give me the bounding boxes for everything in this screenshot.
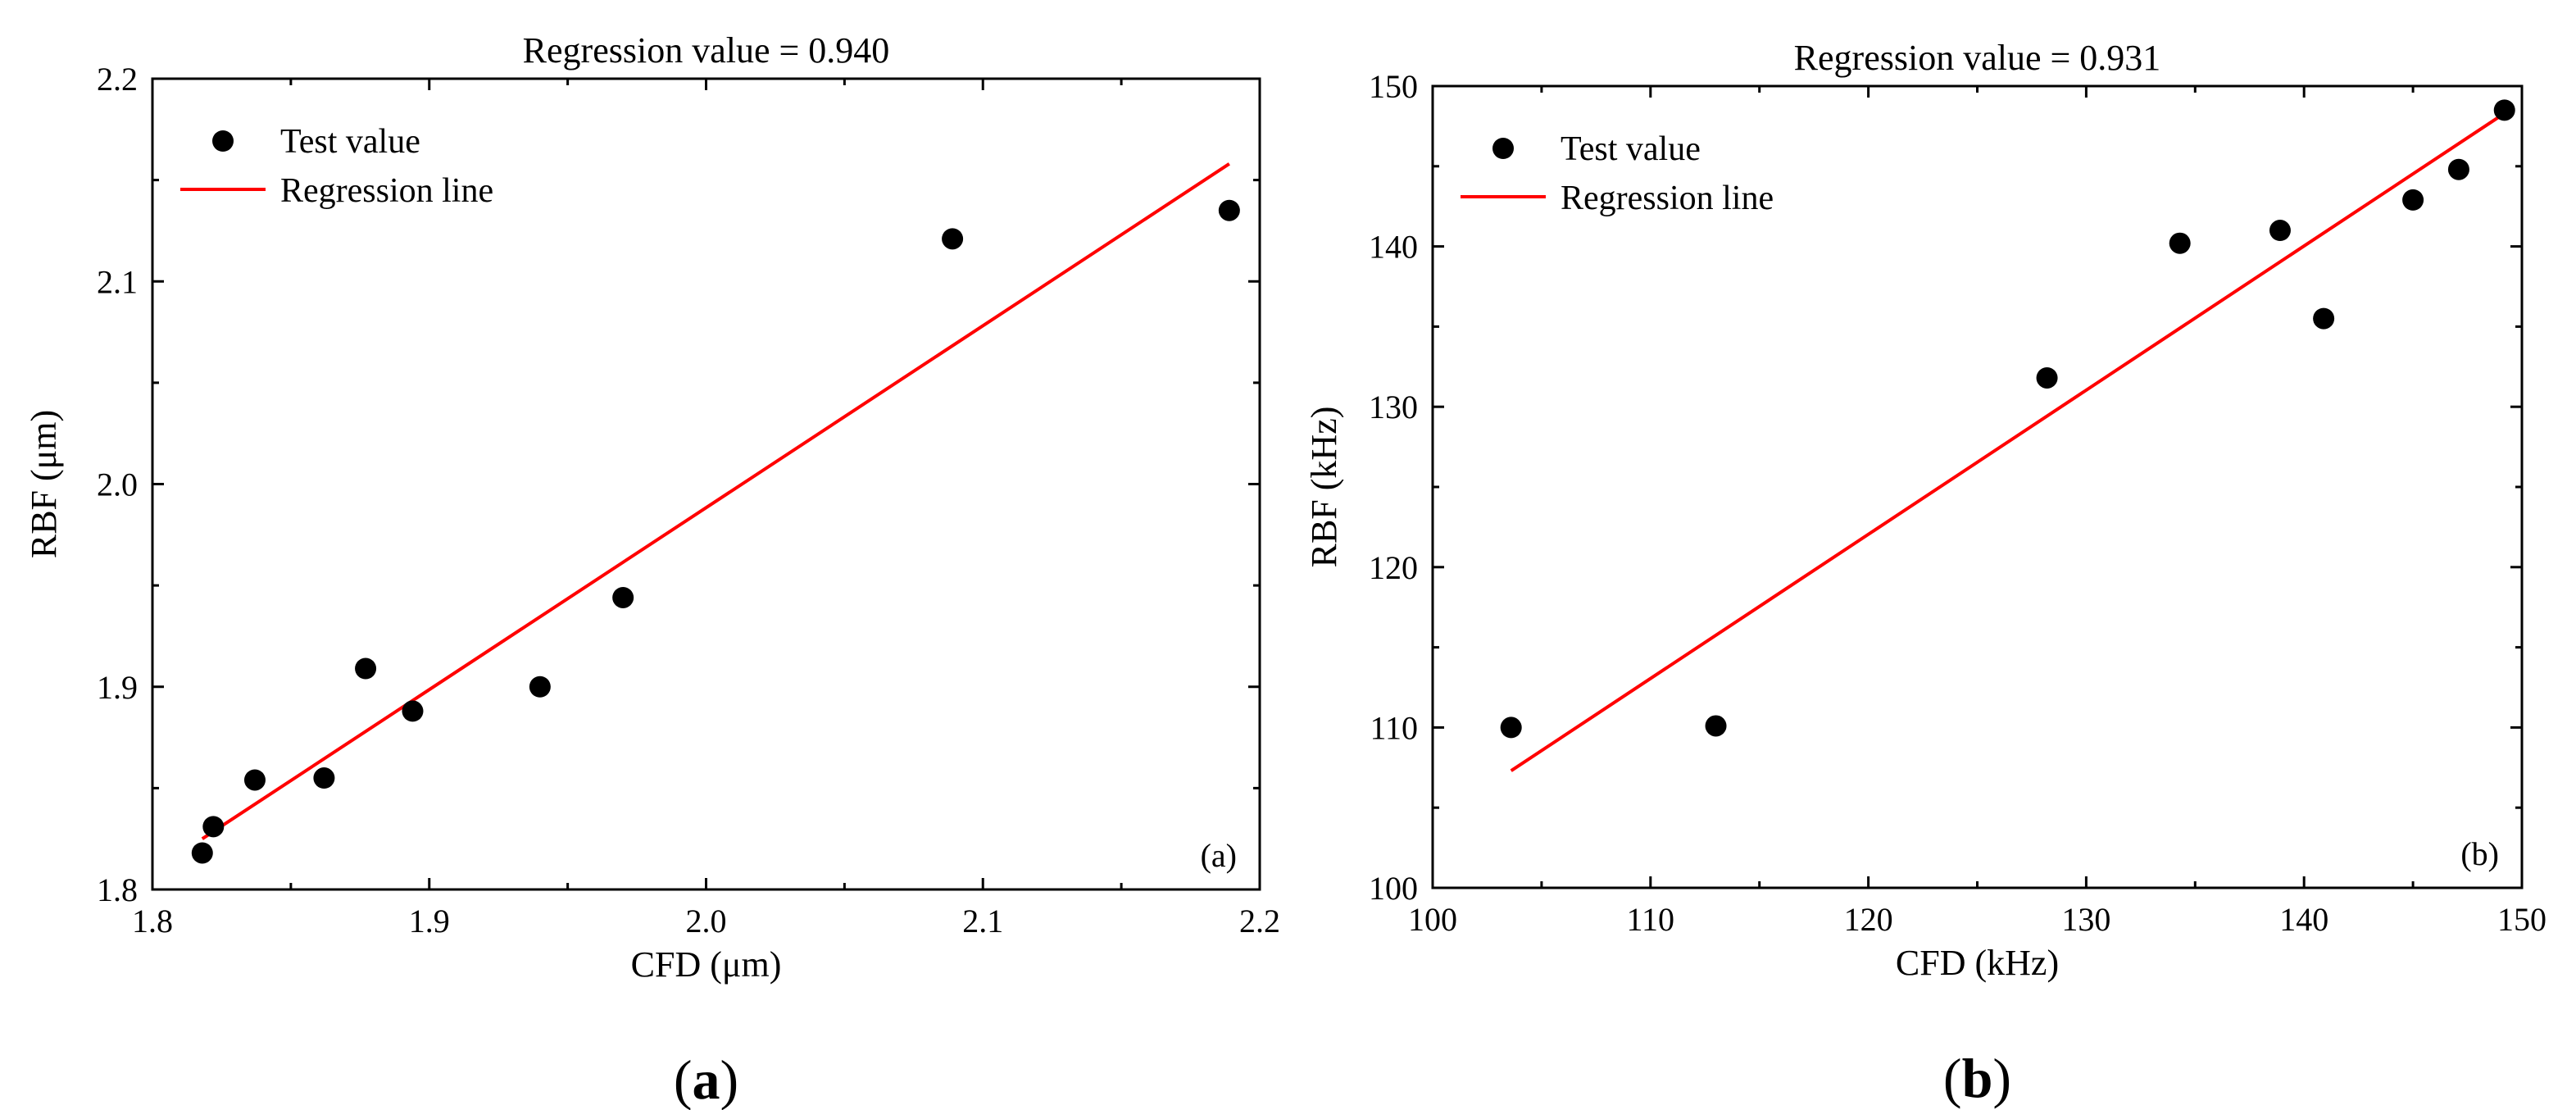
tick-labels: 100 110 120 130 140 150 100 110 120 130 140 150 (1369, 68, 2546, 938)
data-point (355, 657, 377, 680)
y-tick-label: 2.0 (97, 466, 138, 503)
y-tick-label: 2.2 (97, 61, 138, 98)
data-point (2313, 307, 2335, 330)
x-tick-label: 2.2 (1239, 903, 1280, 939)
x-axis-label: CFD (μm) (631, 944, 782, 985)
panel-label: (a) (1201, 837, 1237, 874)
x-tick-label: 130 (2061, 901, 2110, 938)
data-point (2036, 366, 2058, 389)
y-tick-label: 150 (1369, 68, 1418, 105)
data-point (402, 700, 424, 722)
data-point (2493, 99, 2515, 121)
y-tick-label: 2.1 (97, 263, 138, 300)
x-tick-label: 140 (2279, 901, 2328, 938)
data-point (2269, 220, 2291, 242)
axis-ticks (1431, 84, 2524, 889)
x-tick-label: 1.8 (132, 903, 173, 939)
y-axis-label: RBF (μm) (24, 410, 64, 558)
regression-line-layer (1510, 111, 2506, 772)
y-tick-label: 100 (1369, 870, 1418, 907)
caption-close-paren: ) (1992, 1047, 2011, 1109)
caption-open-paren: ( (674, 1049, 693, 1110)
x-axis-label: CFD (kHz) (1896, 943, 2059, 983)
x-tick-label: 2.1 (962, 903, 1003, 939)
regression-line (201, 162, 1230, 840)
legend-label-line: Regression line (1561, 180, 1774, 217)
y-tick-label: 120 (1369, 549, 1418, 586)
data-point (612, 586, 634, 608)
chart-a: 1.8 1.9 2.0 2.1 2.2 1.8 1.9 2.0 2.1 2.2 Regressio… (24, 30, 1280, 1110)
y-tick-label: 1.9 (97, 669, 138, 706)
legend-label-points: Test value (280, 123, 420, 161)
regression-line-layer (201, 162, 1230, 840)
axis-ticks (151, 77, 1261, 891)
legend-marker-points (1492, 138, 1514, 159)
caption-close-paren: ) (720, 1049, 739, 1110)
data-point (1705, 715, 1727, 737)
data-point (2447, 158, 2469, 180)
chart-title: Regression value = 0.940 (523, 30, 890, 71)
legend: Test value Regression line (180, 123, 493, 210)
legend: Test value Regression line (1461, 130, 1774, 217)
y-tick-label: 110 (1370, 709, 1418, 746)
caption-letter: a (693, 1049, 720, 1110)
regression-line (1510, 111, 2506, 772)
data-point (2402, 189, 2424, 211)
data-point (243, 769, 266, 791)
caption-open-paren: ( (1943, 1047, 1962, 1109)
data-points-layer (1500, 99, 2515, 739)
chart-b: 100 110 120 130 140 150 100 110 120 130 140 150 Reg… (1304, 38, 2546, 1109)
legend-marker-points (212, 130, 234, 152)
data-point (191, 842, 213, 864)
data-points-layer (191, 199, 1240, 864)
x-tick-label: 1.9 (409, 903, 450, 939)
subfigure-caption: (a) (674, 1049, 738, 1110)
y-tick-label: 140 (1369, 229, 1418, 266)
data-point (529, 676, 551, 698)
data-point (313, 767, 335, 789)
y-axis-label: RBF (kHz) (1304, 407, 1344, 568)
x-tick-label: 150 (2497, 901, 2546, 938)
data-point (202, 816, 225, 838)
chart-title: Regression value = 0.931 (1794, 38, 2161, 78)
legend-label-line: Regression line (280, 172, 493, 210)
y-tick-label: 1.8 (97, 871, 138, 908)
x-tick-label: 120 (1844, 901, 1893, 938)
data-point (942, 228, 964, 250)
subfigure-caption: (b) (1943, 1047, 2011, 1109)
data-point (2169, 232, 2191, 254)
data-point (1218, 199, 1240, 221)
x-tick-label: 110 (1627, 901, 1675, 938)
data-point (1500, 716, 1522, 739)
x-tick-label: 2.0 (686, 903, 727, 939)
y-tick-label: 130 (1369, 389, 1418, 425)
legend-label-points: Test value (1561, 130, 1701, 168)
tick-labels: 1.8 1.9 2.0 2.1 2.2 1.8 1.9 2.0 2.1 2.2 (97, 61, 1280, 939)
x-tick-label: 100 (1408, 901, 1457, 938)
panel-label: (b) (2460, 835, 2499, 872)
caption-letter: b (1962, 1047, 1993, 1109)
